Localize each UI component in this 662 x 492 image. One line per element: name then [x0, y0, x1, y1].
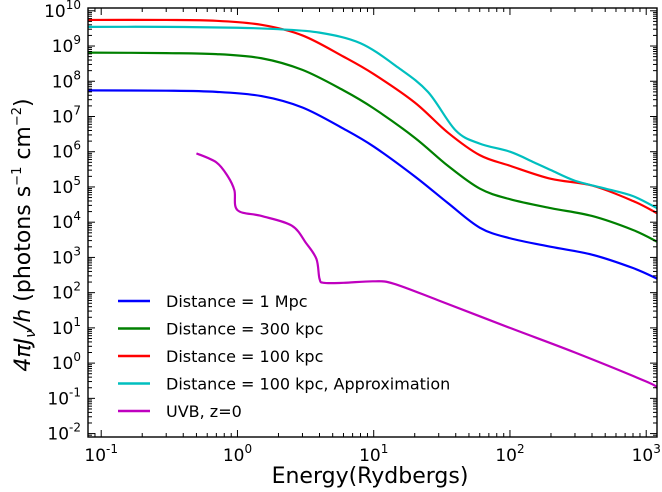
y-tick-label: 105	[52, 174, 81, 198]
y-axis-label-sub: ν	[23, 330, 39, 338]
legend-label-2: Distance = 300 kpc	[166, 320, 323, 339]
series-line-4	[88, 25, 657, 210]
y-axis-label-close: )	[11, 98, 36, 107]
legend-label-1: Distance = 1 Mpc	[166, 292, 308, 311]
plot-frame	[87, 7, 658, 438]
x-tick-label: 103	[632, 442, 661, 466]
y-tick-label: 1010	[44, 0, 81, 22]
y-axis-label-units2: cm	[11, 126, 36, 167]
y-tick-label: 104	[52, 209, 81, 233]
y-tick-label: 10-2	[47, 421, 81, 445]
x-tick-label: 10-1	[84, 442, 118, 466]
y-axis-label-sup1: −1	[10, 167, 25, 186]
y-tick-label: 107	[52, 103, 81, 127]
legend-label-3: Distance = 100 kpc	[166, 347, 323, 366]
x-tick-label: 101	[359, 442, 388, 466]
series-line-2	[88, 51, 657, 243]
x-tick-label: 100	[223, 442, 252, 466]
y-tick-label: 109	[52, 33, 81, 57]
series-line-1	[88, 89, 657, 280]
y-tick-label: 108	[52, 68, 81, 92]
series-group	[88, 18, 657, 389]
legend: Distance = 1 Mpc Distance = 300 kpc Distan…	[118, 292, 450, 421]
ticks-group: 10-1 100 101 102 10310-210-11001011021031041…	[44, 0, 661, 466]
y-tick-label: 102	[52, 280, 81, 304]
legend-label-4: Distance = 100 kpc, Approximation	[166, 375, 450, 394]
x-tick-label: 102	[495, 442, 524, 466]
y-tick-label: 101	[52, 315, 81, 339]
y-tick-label: 103	[52, 244, 81, 268]
y-axis-label-sup2: −2	[10, 107, 25, 126]
y-tick-label: 106	[52, 139, 81, 163]
y-tick-label: 10-1	[47, 385, 81, 409]
y-tick-label: 100	[52, 350, 81, 374]
series-line-5	[195, 152, 657, 389]
y-axis-label-math: 4πJ	[11, 338, 36, 372]
y-axis-label: 4πJν/h (photons s−1 cm−2)	[10, 98, 39, 371]
y-axis-label-units: (photons s	[11, 186, 36, 309]
legend-label-5: UVB, z=0	[166, 402, 242, 421]
y-axis-label-den: /h	[11, 309, 36, 332]
x-axis-label: Energy(Rydbergs)	[272, 464, 469, 489]
